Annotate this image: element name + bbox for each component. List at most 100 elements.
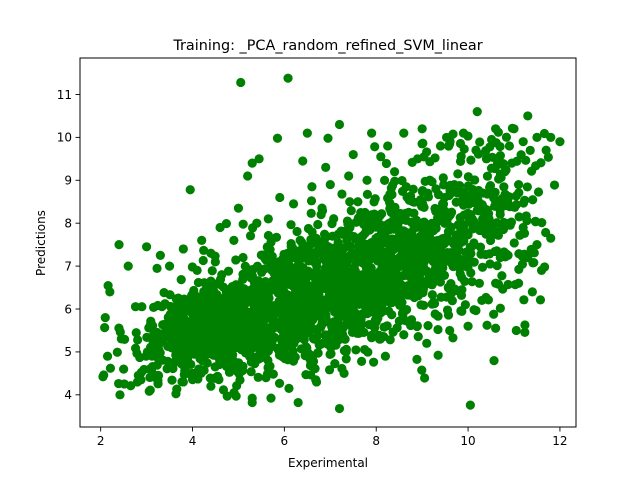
scatter-point [366,301,377,311]
scatter-point [388,327,398,337]
scatter-point [509,238,519,248]
scatter-point [397,236,407,247]
scatter-point [442,292,452,302]
scatter-point [342,226,352,236]
scatter-point [481,146,491,156]
scatter-point [412,354,422,364]
scatter-point [362,175,372,185]
scatter-point [132,348,142,358]
scatter-point [137,302,147,312]
scatter-point [379,331,389,342]
scatter-point [192,265,202,275]
scatter-point [466,155,476,165]
scatter-point [334,119,345,130]
scatter-point [309,334,320,344]
scatter-point [466,268,476,278]
scatter-point [408,284,418,294]
scatter-point [419,217,429,227]
scatter-point [412,154,423,164]
scatter-point [500,167,510,177]
scatter-point [288,346,298,356]
scatter-point [327,219,337,229]
scatter-point [215,222,225,233]
scatter-point [492,261,502,271]
scatter-point [187,368,197,378]
scatter-point [513,278,524,288]
scatter-point [328,231,338,241]
scatter-point [482,171,493,181]
scatter-point [497,271,507,281]
scatter-point [352,275,362,286]
scatter-point [417,365,427,375]
scatter-point [520,320,530,330]
scatter-point [423,321,433,331]
scatter-point [343,219,353,229]
scatter-point [406,320,416,331]
scatter-point [144,386,154,396]
scatter-point [256,310,266,320]
scatter-point [293,397,303,408]
scatter-point [176,274,186,285]
scatter-point [323,133,333,143]
scatter-point [256,340,266,350]
scatter-point [395,208,406,219]
scatter-point [295,246,305,256]
scatter-point [257,324,267,334]
scatter-point [164,261,175,271]
x-tick-label: 12 [552,434,567,448]
scatter-point [361,225,372,235]
scatter-point [491,124,501,134]
scatter-point [186,359,196,369]
scatter-point [198,255,208,266]
scatter-point [193,277,204,288]
scatter-point [367,128,377,138]
scatter-point [292,226,302,237]
scatter-point [520,195,530,205]
scatter-point [236,295,246,306]
scatter-point [195,351,206,361]
scatter-point [216,297,226,307]
scatter-point [342,313,352,324]
scatter-point [376,152,386,162]
scatter-point [321,280,331,290]
scatter-point [178,377,188,387]
scatter-point [147,351,157,361]
scatter-point [370,294,381,304]
scatter-point [522,215,532,226]
scatter-point [306,196,317,206]
scatter-point [389,277,399,287]
scatter-point [482,320,492,330]
scatter-point [499,182,509,192]
scatter-point [404,257,414,267]
scatter-point [358,327,368,337]
scatter-point [549,180,560,190]
points-layer [98,73,565,414]
scatter-point [458,128,469,138]
y-axis-ticks: 4 5 6 7 8 9 10 11 [57,88,80,402]
scatter-point [307,182,317,192]
scatter-point [356,356,367,366]
scatter-point [288,199,299,209]
y-tick-label: 6 [64,302,72,316]
scatter-point [533,187,544,197]
scatter-point [430,243,441,253]
scatter-point [227,297,237,307]
scatter-point [132,377,143,387]
scatter-point [513,179,524,190]
scatter-point [409,208,419,218]
scatter-point [182,316,192,326]
scatter-point [160,299,170,309]
scatter-point [146,333,157,343]
scatter-point [253,372,263,382]
scatter-point [362,189,373,199]
scatter-point [298,253,308,263]
scatter-point [179,323,189,334]
scatter-point [98,372,108,382]
scatter-point [522,182,532,192]
scatter-point [206,282,216,293]
scatter-point [267,251,277,261]
scatter-point [367,330,377,340]
scatter-point [257,267,267,277]
scatter-point [344,171,354,181]
scatter-point [384,225,395,235]
